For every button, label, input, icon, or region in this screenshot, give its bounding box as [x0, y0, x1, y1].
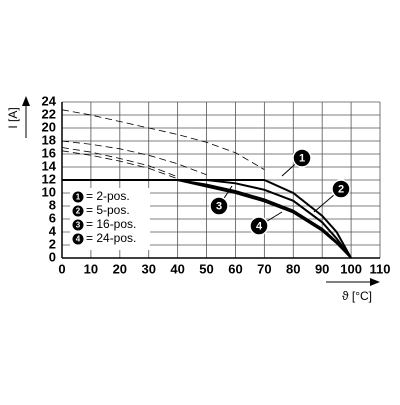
dashed-curve — [61, 147, 178, 178]
y-tick-label: 14 — [42, 158, 57, 173]
callout-label: 4 — [256, 220, 263, 232]
x-tick-label: 20 — [113, 261, 127, 276]
x-tick-label: 30 — [141, 261, 155, 276]
legend-label: = 2-pos. — [86, 189, 130, 203]
x-tick-label: 90 — [315, 261, 329, 276]
x-tick-label: 0 — [58, 261, 65, 276]
y-tick-label: 24 — [42, 93, 57, 108]
legend-marker-label: 1 — [76, 193, 81, 202]
y-axis-label: I [A] — [6, 107, 20, 128]
legend-marker-label: 2 — [76, 207, 81, 216]
dashed-curve — [61, 150, 178, 180]
x-tick-label: 80 — [286, 261, 300, 276]
callout-label: 2 — [338, 183, 344, 195]
x-axis-label: ϑ [°C] — [342, 289, 372, 303]
x-tick-label: 50 — [199, 261, 213, 276]
callout-marker — [292, 148, 312, 168]
dashed-curve — [61, 109, 265, 170]
y-tick-label: 22 — [42, 106, 56, 121]
legend-label: = 24-pos. — [86, 231, 136, 245]
axis-arrows — [22, 96, 380, 286]
y-tick-label: 10 — [42, 184, 56, 199]
x-tick-label: 10 — [84, 261, 98, 276]
callout-label: 1 — [299, 152, 305, 164]
y-tick-label: 20 — [42, 119, 56, 134]
legend-label: = 16-pos. — [86, 217, 136, 231]
y-tick-label: 6 — [49, 210, 56, 225]
y-tick-label: 16 — [42, 145, 56, 160]
derating-curve — [62, 179, 352, 259]
legend-marker-label: 3 — [76, 221, 81, 230]
y-tick-label: 4 — [49, 223, 57, 238]
x-tick-label: 40 — [170, 261, 184, 276]
legend-marker — [72, 191, 84, 203]
y-tick-label: 18 — [42, 132, 56, 147]
dashed-curve — [61, 140, 207, 176]
callout-marker — [209, 196, 229, 216]
legend-marker — [72, 205, 84, 217]
x-tick-label: 70 — [257, 261, 271, 276]
x-tick-label: 110 — [370, 261, 391, 276]
x-tick-label: 100 — [340, 261, 362, 276]
legend-marker-label: 4 — [76, 235, 81, 244]
y-tick-label: 8 — [49, 197, 56, 212]
y-tick-label: 2 — [49, 236, 56, 251]
legend-marker — [72, 219, 84, 231]
callout-marker — [249, 216, 269, 236]
y-tick-label: 12 — [42, 171, 56, 186]
legend-marker — [72, 233, 84, 245]
callout-label: 3 — [216, 200, 222, 212]
y-tick-label: 0 — [49, 249, 56, 264]
x-tick-label: 60 — [228, 261, 242, 276]
legend-label: = 5-pos. — [86, 203, 130, 217]
callout-marker — [331, 179, 351, 199]
legend: 1 = 2-pos. 2 = 5-pos. 3 = 16-pos. 4 = 24-pos. — [70, 188, 150, 250]
